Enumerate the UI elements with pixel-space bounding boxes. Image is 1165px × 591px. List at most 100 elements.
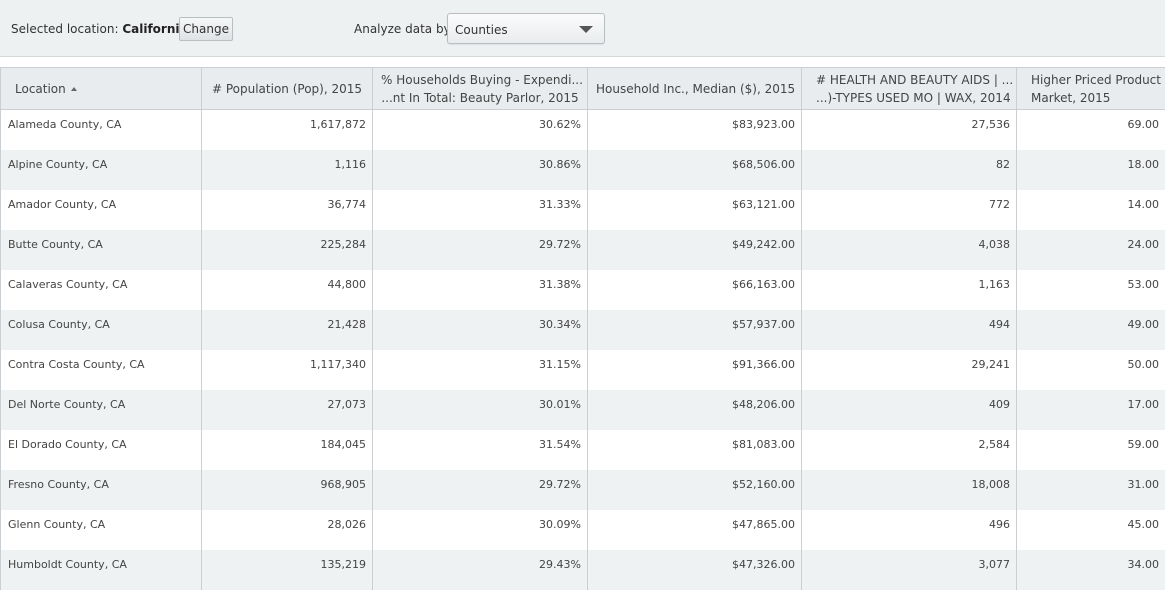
table-row[interactable]: Contra Costa County, CA 1,117,340 31.15% $9… [0,349,1165,390]
table-header-row: Location # Population (Pop), 2015 % Househ… [0,67,1165,110]
table-row[interactable]: Alameda County, CA 1,617,872 30.62% $83,923… [0,109,1165,150]
column-header-label: Household Inc., Median ($), 2015 [596,81,796,96]
cell-wax: 496 [801,509,1017,550]
cell-higher-priced-product: 17.00 [1016,389,1165,430]
cell-wax: 82 [801,149,1017,190]
cell-beauty-parlor: 30.62% [372,109,588,150]
cell-wax: 494 [801,309,1017,350]
data-table-container[interactable]: Location # Population (Pop), 2015 % Househ… [0,67,1165,591]
cell-beauty-parlor: 31.33% [372,189,588,230]
table-row[interactable]: Humboldt County, CA 135,219 29.43% $47,326.… [0,549,1165,590]
cell-location: Glenn County, CA [0,509,202,550]
column-header-label: Location [15,81,66,96]
cell-household-income: $52,160.00 [587,469,802,510]
column-header-household-income[interactable]: Household Inc., Median ($), 2015 [587,67,802,110]
column-header-label: Market, 2015 [1031,90,1111,105]
cell-higher-priced-product: 31.00 [1016,469,1165,510]
table-row[interactable]: Alpine County, CA 1,116 30.86% $68,506.00 82… [0,149,1165,190]
cell-household-income: $66,163.00 [587,269,802,310]
cell-household-income: $91,366.00 [587,349,802,390]
cell-population: 135,219 [201,549,373,590]
cell-higher-priced-product: 59.00 [1016,429,1165,470]
analyze-by-value: Counties [455,23,508,37]
cell-beauty-parlor: 29.43% [372,549,588,590]
analyze-by-select[interactable]: Counties [447,13,605,44]
cell-higher-priced-product: 24.00 [1016,229,1165,270]
cell-beauty-parlor: 31.15% [372,349,588,390]
table-row[interactable]: Del Norte County, CA 27,073 30.01% $48,206.… [0,389,1165,430]
cell-population: 36,774 [201,189,373,230]
cell-higher-priced-product: 49.00 [1016,309,1165,350]
table-row[interactable]: Fresno County, CA 968,905 29.72% $52,160.00… [0,469,1165,510]
change-location-button[interactable]: Change [179,17,233,41]
selected-location-value: California [122,22,188,36]
cell-wax: 409 [801,389,1017,430]
spacer [0,57,1165,67]
cell-location: Contra Costa County, CA [0,349,202,390]
column-header-beauty-parlor[interactable]: % Households Buying - Expendi... ...nt In… [372,67,588,110]
column-header-label: # Population (Pop), 2015 [211,81,363,96]
cell-beauty-parlor: 31.38% [372,269,588,310]
cell-higher-priced-product: 34.00 [1016,549,1165,590]
sort-ascending-icon [70,86,77,91]
cell-beauty-parlor: 30.01% [372,389,588,430]
cell-household-income: $48,206.00 [587,389,802,430]
cell-population: 1,617,872 [201,109,373,150]
cell-higher-priced-product: 69.00 [1016,109,1165,150]
cell-location: Fresno County, CA [0,469,202,510]
column-header-label: # HEALTH AND BEAUTY AIDS | ... [816,72,1014,87]
cell-household-income: $83,923.00 [587,109,802,150]
cell-household-income: $47,326.00 [587,549,802,590]
cell-location: Del Norte County, CA [0,389,202,430]
column-header-higher-priced-product[interactable]: Higher Priced Product Market, 2015 [1016,67,1165,110]
cell-location: Alameda County, CA [0,109,202,150]
cell-wax: 1,163 [801,269,1017,310]
column-header-location[interactable]: Location [0,67,202,110]
table-row[interactable]: El Dorado County, CA 184,045 31.54% $81,083… [0,429,1165,470]
cell-beauty-parlor: 31.54% [372,429,588,470]
column-header-population[interactable]: # Population (Pop), 2015 [201,67,373,110]
cell-household-income: $47,865.00 [587,509,802,550]
cell-wax: 29,241 [801,349,1017,390]
cell-population: 27,073 [201,389,373,430]
cell-population: 1,117,340 [201,349,373,390]
table-row[interactable]: Glenn County, CA 28,026 30.09% $47,865.00 49… [0,509,1165,550]
table-row[interactable]: Amador County, CA 36,774 31.33% $63,121.00 7… [0,189,1165,230]
data-table: Location # Population (Pop), 2015 % Househ… [0,67,1165,590]
table-row[interactable]: Butte County, CA 225,284 29.72% $49,242.00 4… [0,229,1165,270]
table-body: Alameda County, CA 1,617,872 30.62% $83,923… [0,109,1165,590]
cell-beauty-parlor: 29.72% [372,469,588,510]
cell-population: 225,284 [201,229,373,270]
cell-household-income: $81,083.00 [587,429,802,470]
cell-household-income: $68,506.00 [587,149,802,190]
cell-population: 968,905 [201,469,373,510]
column-header-wax[interactable]: # HEALTH AND BEAUTY AIDS | ... ...)-TYPES… [801,67,1017,110]
cell-beauty-parlor: 30.86% [372,149,588,190]
cell-higher-priced-product: 53.00 [1016,269,1165,310]
cell-higher-priced-product: 45.00 [1016,509,1165,550]
cell-wax: 27,536 [801,109,1017,150]
cell-location: Colusa County, CA [0,309,202,350]
cell-higher-priced-product: 50.00 [1016,349,1165,390]
selected-location: Selected location: California [11,22,188,36]
cell-location: El Dorado County, CA [0,429,202,470]
cell-higher-priced-product: 18.00 [1016,149,1165,190]
table-row[interactable]: Colusa County, CA 21,428 30.34% $57,937.00 4… [0,309,1165,350]
cell-higher-priced-product: 14.00 [1016,189,1165,230]
column-header-label: % Households Buying - Expendi... [381,72,583,87]
cell-wax: 3,077 [801,549,1017,590]
cell-beauty-parlor: 30.09% [372,509,588,550]
cell-wax: 4,038 [801,229,1017,270]
cell-population: 1,116 [201,149,373,190]
analyze-by-label: Analyze data by: [354,22,454,36]
cell-population: 28,026 [201,509,373,550]
cell-location: Amador County, CA [0,189,202,230]
toolbar: Selected location: California Change Ana… [0,0,1165,57]
chevron-down-icon [579,26,593,33]
cell-household-income: $49,242.00 [587,229,802,270]
cell-location: Calaveras County, CA [0,269,202,310]
cell-household-income: $57,937.00 [587,309,802,350]
cell-location: Humboldt County, CA [0,549,202,590]
table-row[interactable]: Calaveras County, CA 44,800 31.38% $66,163.… [0,269,1165,310]
cell-wax: 2,584 [801,429,1017,470]
